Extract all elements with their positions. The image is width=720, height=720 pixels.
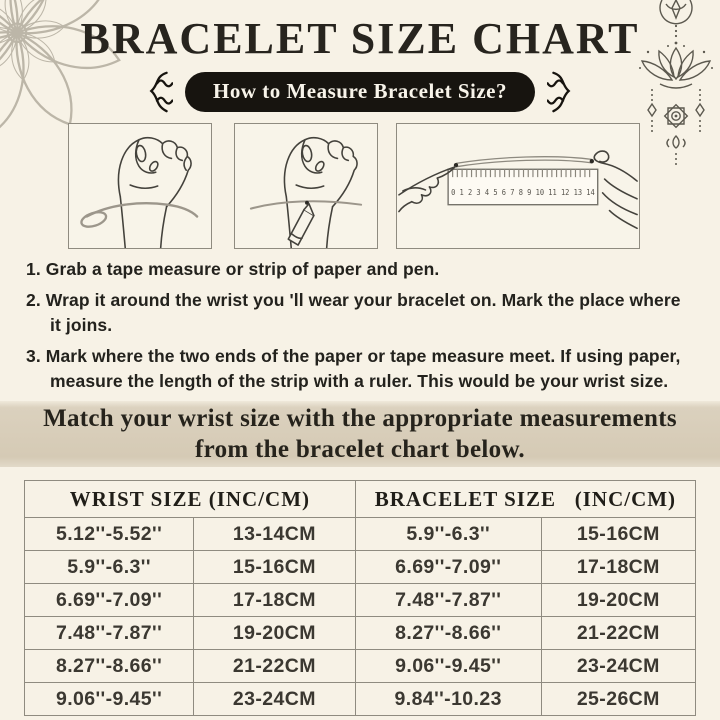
table-cell: 13-14CM [193,517,356,552]
wrist-size-header: WRIST SIZE (INC/CM) [24,480,356,519]
table-cell: 8.27''-8.66'' [23,649,195,684]
squiggle-left-icon [149,71,173,113]
step-2-number: 2. [26,290,41,311]
table-cell: 7.48''-7.87'' [23,616,195,651]
table-row: 5.9''-6.3'' 15-16CM 6.69''-7.09'' 17-18C… [23,550,697,585]
step-1-text: Grab a tape measure or strip of paper an… [45,259,440,279]
table-cell: 17-18CM [540,550,697,585]
instruction-steps: 1. Grab a tape measure or strip of paper … [26,257,696,394]
table-cell: 23-24CM [540,649,697,684]
table-cell: 5.9''-6.3'' [354,517,542,552]
table-cell: 8.27''-8.66'' [354,616,542,651]
panel-ruler-measure: 0 1 2 3 4 5 6 7 8 9 10 11 12 13 14 [396,123,640,249]
table-cell: 6.69''-7.09'' [23,583,195,618]
squiggle-right-icon [547,71,571,113]
table-row: 5.12''-5.52'' 13-14CM 5.9''-6.3'' 15-16C… [23,517,697,552]
size-table: WRIST SIZE (INC/CM) BRACELET SIZE (INC/C… [23,480,697,717]
table-cell: 6.69''-7.09'' [354,550,542,585]
step-2: 2. Wrap it around the wrist you 'll wear … [26,288,696,338]
section-badge: How to Measure Bracelet Size? [184,72,536,112]
marker-pen-icon [287,202,315,246]
table-cell: 21-22CM [540,616,697,651]
table-cell: 15-16CM [540,517,697,552]
page-title: BRACELET SIZE CHART [80,14,640,63]
illustration-panels: 0 1 2 3 4 5 6 7 8 9 10 11 12 13 14 [0,123,720,249]
table-header-row: WRIST SIZE (INC/CM) BRACELET SIZE (INC/C… [24,480,697,519]
table-cell: 23-24CM [193,682,356,717]
table-cell: 21-22CM [193,649,356,684]
table-cell: 5.12''-5.52'' [23,517,195,552]
panel-hand-with-tape [68,123,212,249]
table-cell: 15-16CM [193,550,356,585]
table-cell: 9.06''-9.45'' [354,649,542,684]
left-hand [398,166,456,213]
step-2-text: Wrap it around the wrist you 'll wear yo… [45,290,681,336]
table-row: 6.69''-7.09'' 17-18CM 7.48''-7.87'' 19-2… [23,583,697,618]
table-cell: 25-26CM [540,682,697,717]
table-row: 8.27''-8.66'' 21-22CM 9.06''-9.45'' 23-2… [23,649,697,684]
table-cell: 19-20CM [540,583,697,618]
table-cell: 7.48''-7.87'' [354,583,542,618]
step-3-number: 3. [26,346,41,367]
table-row: 9.06''-9.45'' 23-24CM 9.84''-10.23 25-26… [23,682,697,717]
table-cell: 5.9''-6.3'' [23,550,195,585]
panel-hand-marking-pen [234,123,378,249]
badge-row: How to Measure Bracelet Size? [0,71,720,113]
ruler-measure-illustration: 0 1 2 3 4 5 6 7 8 9 10 11 12 13 14 [398,150,638,230]
table-cell: 19-20CM [193,616,356,651]
table-cell: 9.84''-10.23 [354,682,542,717]
ruler-scale-numbers: 0 1 2 3 4 5 6 7 8 9 10 11 12 13 14 [451,187,595,197]
table-cell: 17-18CM [193,583,356,618]
match-size-banner: Match your wrist size with the appropria… [0,401,720,468]
table-cell: 9.06''-9.45'' [23,682,195,717]
right-hand [593,150,638,230]
bracelet-size-header: BRACELET SIZE (INC/CM) [354,480,697,519]
step-3-text: Mark where the two ends of the paper or … [45,346,681,392]
step-3: 3. Mark where the two ends of the paper o… [26,344,696,394]
step-1-number: 1. [26,259,41,279]
step-1: 1. Grab a tape measure or strip of paper … [26,257,696,282]
hand-with-tape-illustration [80,136,199,248]
hand-marking-pen-illustration [249,136,363,248]
banner-text: Match your wrist size with the appropria… [43,404,677,464]
table-row: 7.48''-7.87'' 19-20CM 8.27''-8.66'' 21-2… [23,616,697,651]
